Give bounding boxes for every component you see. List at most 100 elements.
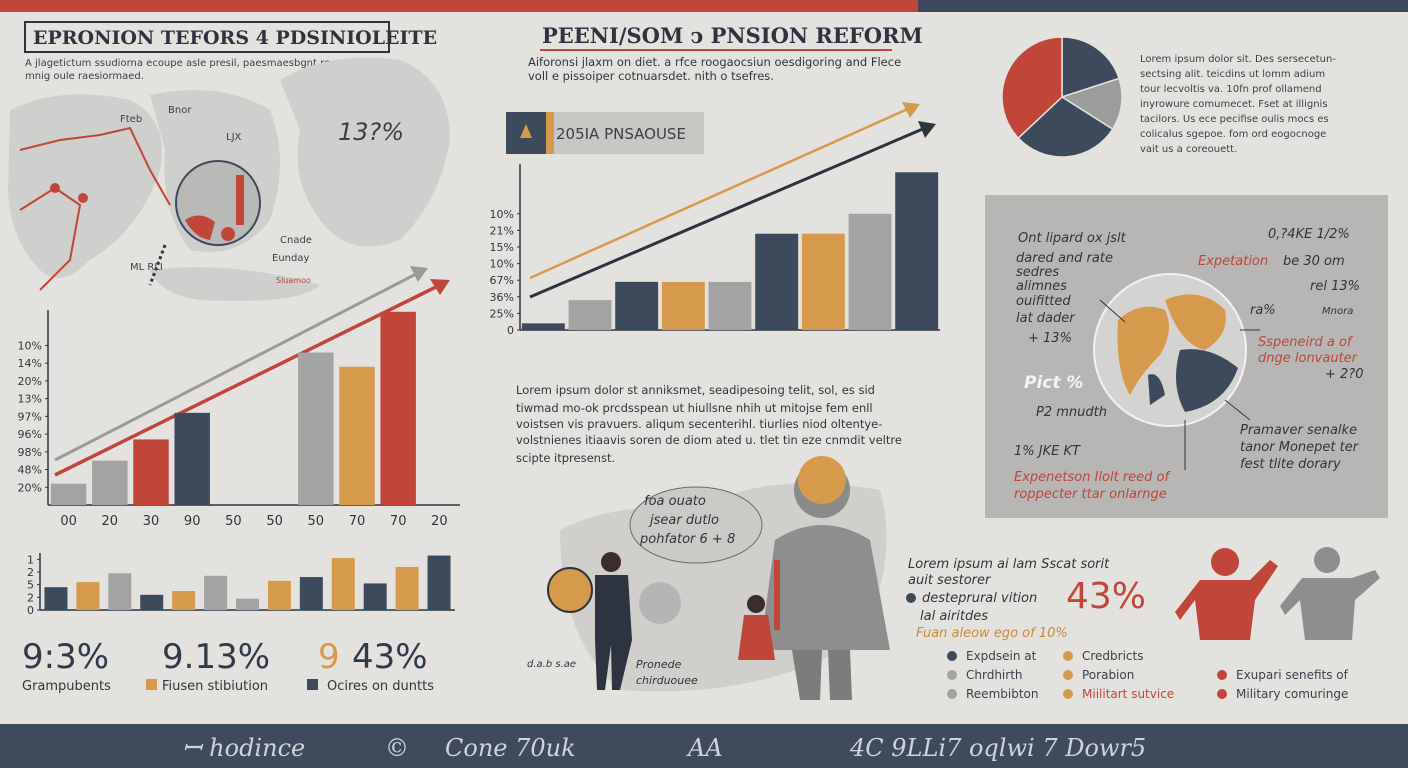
footer-text: Cone 70uk [445,734,576,762]
y-tick-label: 0 [507,324,514,337]
bar [395,566,419,610]
globe [1093,273,1260,470]
pie-text-line: tacilors. Us ece pecifise oulis mocs es [1140,114,1329,125]
panel-text: Ont lipard ox jslt dared and rate sedres… [1014,227,1363,502]
bar [299,577,323,610]
map-label: Eunday [272,253,309,264]
bar [108,573,132,610]
y-tick-label: 98% [18,446,42,459]
panel-line: + 2?0 [1325,367,1363,382]
bar [568,300,612,330]
panel-line: roppecter ttar onlarnge [1014,487,1167,502]
map [8,57,450,301]
map-label: Fteb [120,114,142,125]
center-intro: voll e pissoiper cotnuarsdet. nith o tse… [528,69,774,83]
legend-dot [1063,670,1073,680]
map-label: ML RLI [130,262,163,273]
center-title: PEENI/SOM ↄ PNSION REFORM [542,23,923,48]
panel-line: 1% JKE KT [1014,444,1081,459]
y-tick-label: 67% [490,274,514,287]
footer-text: 4C 9LLi7 oqlwi 7 Dowr5 [849,734,1146,762]
panel-line: Sspeneird a of [1258,335,1354,350]
legend-label: Miilitart sutvice [1082,687,1174,701]
legend-label: Credbricts [1082,649,1144,663]
y-tick-label: 48% [18,464,42,477]
bar [615,281,659,330]
pie-slice [1060,77,1123,131]
panel-line: ouifitted [1016,294,1071,309]
bar [172,591,196,610]
caption: chirduouee [636,674,698,687]
pie-text-line: colicalus sgepoe. fom ord eogocnoge [1140,129,1326,140]
bubble-text: jsear dutlo [648,513,719,528]
y-tick-label: 36% [490,291,514,304]
footer [0,724,1408,768]
panel-line: + 13% [1028,331,1072,346]
stat-swatch [307,679,318,690]
y-tick-label: 96% [18,428,42,441]
bar [363,583,387,610]
x-tick-label: 20 [431,514,448,529]
stat-lead: 9 [318,637,340,677]
y-tick-label: 5 [27,579,34,592]
legend-label: Reembibton [966,687,1038,701]
bar [76,582,100,610]
y-tick-label: 13% [18,393,42,406]
legend-label: Military comuringe [1236,687,1348,701]
panel-line: sedres [1016,265,1059,280]
scribble: d.a.b s.ae [527,659,576,670]
bar [380,311,416,505]
x-tick-label: 90 [184,514,201,529]
figures [1175,547,1380,640]
stat-value: 9:3% [22,637,109,677]
y-tick-label: 15% [490,241,514,254]
bar [755,233,799,330]
panel-line: Expenetson Ilolt reed of [1014,470,1172,485]
map-label: Cnade [280,235,312,246]
y-tick-label: 97% [18,410,42,423]
panel-expect: Expetation [1198,254,1268,269]
badge-text: 205IA PNSAOUSE [556,125,686,143]
panel-line: alimnes [1016,279,1067,294]
stat-label: Fiusen stibiution [162,679,268,694]
note-line: lal airitdes [920,609,988,624]
x-tick-label: 30 [143,514,160,529]
bubble-text: foa ouato [644,494,706,509]
x-tick-label: 50 [266,514,283,529]
map-label: LJX [226,132,242,143]
y-tick-label: 2 [27,566,34,579]
stat-label: Grampubents [22,679,111,694]
bubble-text: pohfator 6 + 8 [639,532,735,547]
legend-dot [1063,689,1073,699]
y-tick-label: 25% [490,307,514,320]
big-percent: 43% [1066,576,1146,617]
legend-dot [947,651,957,661]
note-line: desteprural vition [922,591,1037,606]
badge [554,112,704,154]
stat-label: Ocires on duntts [327,679,434,694]
y-tick-label: 21% [490,224,514,237]
pie-slice [1061,36,1121,99]
paragraph-line: volstnienes itiaavis soren de diom ated … [516,433,902,447]
y-tick-label: 2 [27,591,34,604]
pie-text-line: inyrowure comumecet. Fset at illignis [1140,99,1328,110]
trend-arrows [54,102,936,477]
legend-dot [947,689,957,699]
pie-text-line: vait us a coreouett. [1140,144,1237,155]
footer-text: ꟷ hodince [182,734,305,762]
panel-line: Pramaver senalke [1240,423,1357,438]
paragraph-line: voistsen vis pravuers. aliqum secenterih… [516,417,882,431]
legend: Expdsein at Credbricts Chrdhirth Porabio… [947,649,1349,701]
x-tick-label: 00 [60,514,77,529]
map-label: Sluamoo [276,276,311,285]
y-tick-label: 10% [490,258,514,271]
note-orange: Fuan aleow ego of 10% [916,626,1068,641]
caption: Pronede [636,658,682,671]
bar [708,281,752,330]
map-percent: 13?% [338,118,404,146]
paragraph-line: tiwmad mo-ok prcdsspean ut hiullsne nhih… [516,401,873,415]
y-tick-label: 20% [18,375,42,388]
stat-value: 43% [352,637,428,677]
footer-text: © [385,734,409,762]
y-tick-label: 14% [18,357,42,370]
